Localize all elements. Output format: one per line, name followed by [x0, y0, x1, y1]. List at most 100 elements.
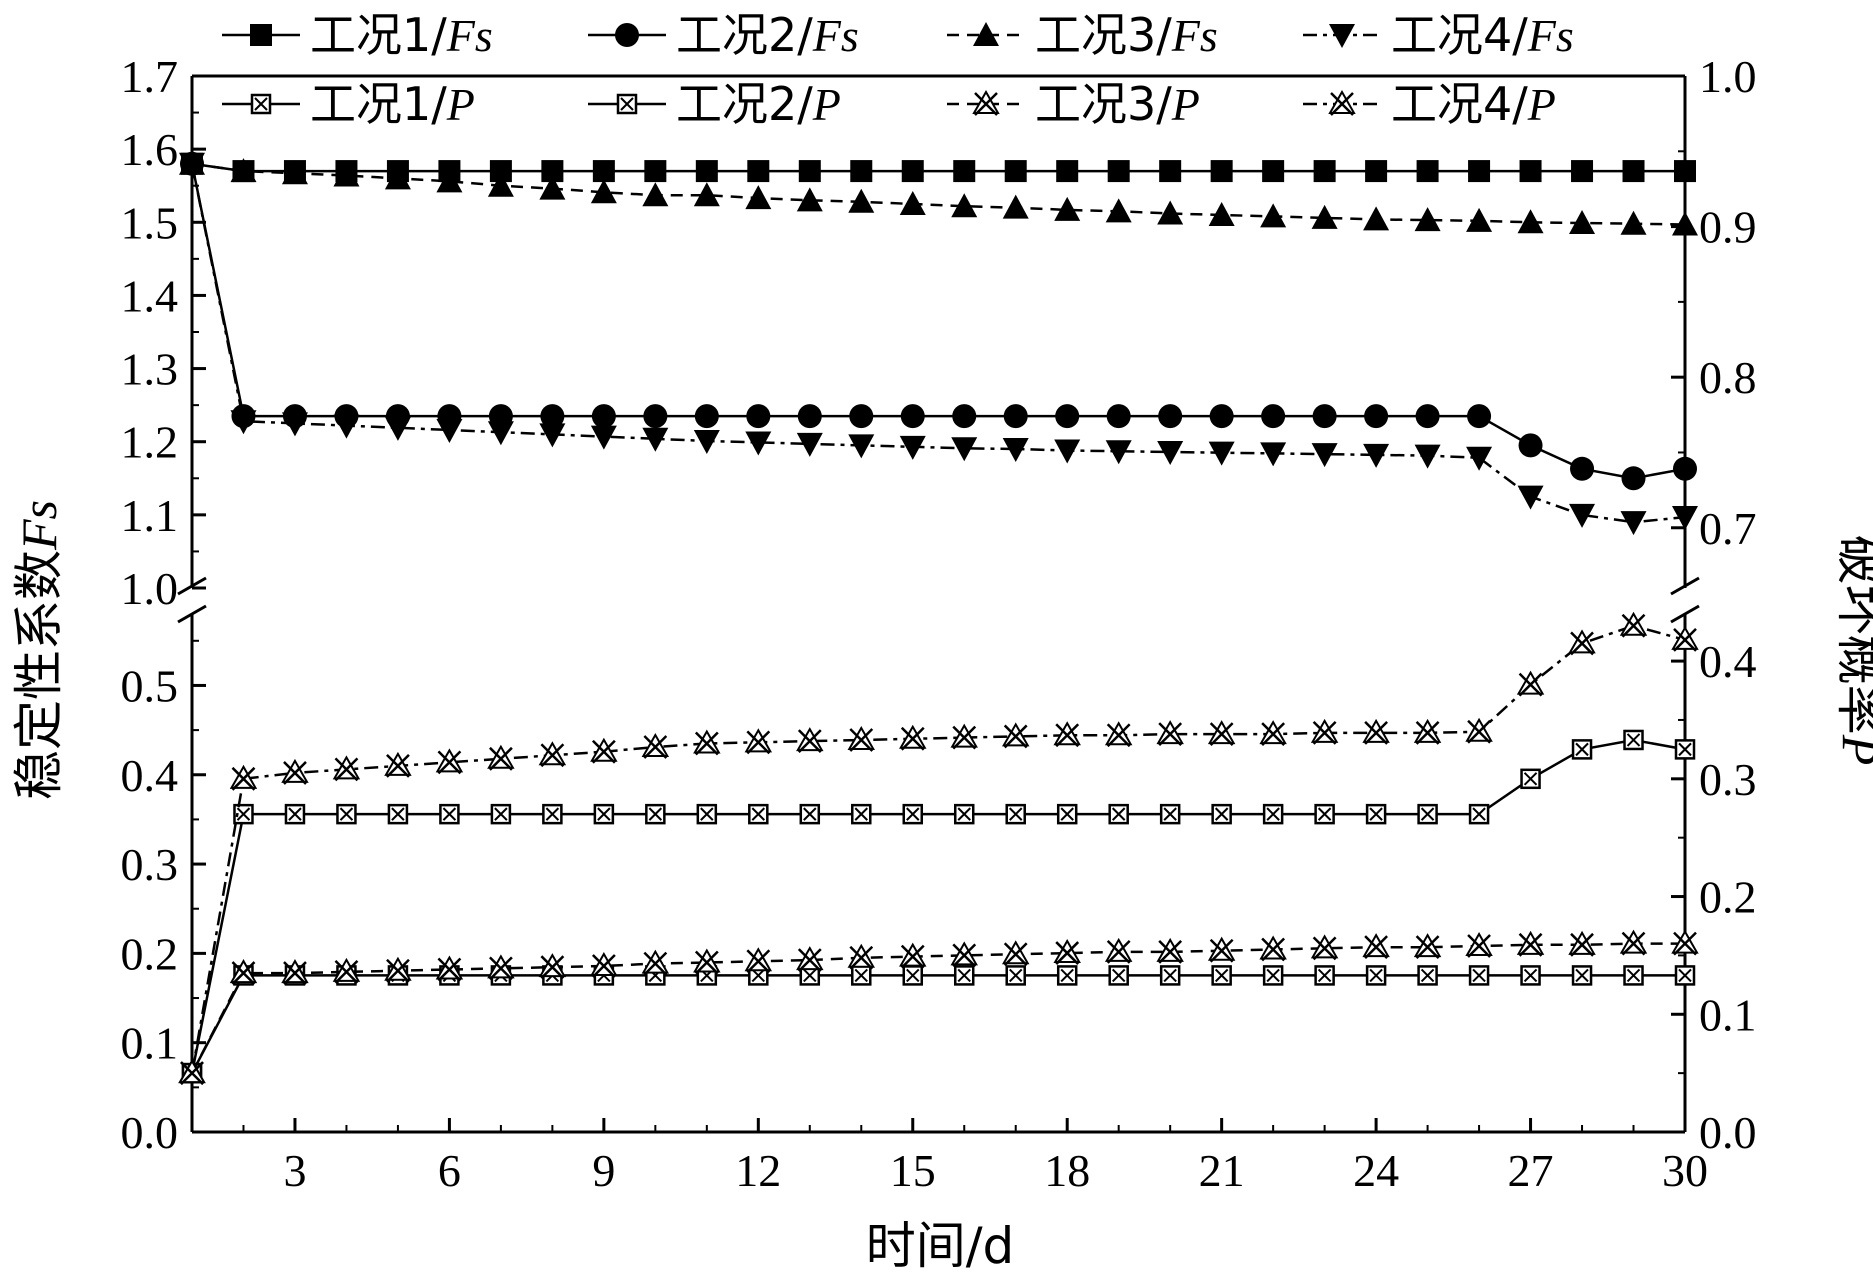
data-point [1056, 965, 1078, 986]
left-tick-label: 1.2 [121, 417, 179, 468]
data-point [1362, 718, 1390, 745]
data-point [1674, 739, 1696, 760]
data-point [1210, 160, 1233, 183]
data-point [1673, 456, 1697, 481]
legend-label-prefix: 工况2/ [676, 8, 813, 62]
data-point [1362, 933, 1390, 960]
data-point [952, 404, 977, 429]
data-point [1569, 210, 1596, 235]
data-point [1262, 160, 1285, 183]
data-point [849, 404, 874, 429]
series-1 [181, 152, 1696, 183]
data-point [384, 416, 411, 441]
data-point [538, 741, 567, 768]
data-point [1520, 965, 1541, 986]
data-point [799, 803, 821, 825]
data-point [643, 404, 668, 429]
data-point [796, 946, 824, 973]
data-point [745, 185, 772, 210]
data-point [1465, 717, 1493, 744]
legend-label-suffix: P [1171, 79, 1200, 130]
data-point [435, 955, 464, 982]
data-point [1466, 207, 1493, 232]
data-point [435, 748, 464, 775]
data-point [590, 737, 618, 764]
data-point [1053, 939, 1081, 965]
data-point [542, 803, 563, 825]
data-point [591, 404, 616, 429]
data-point [1207, 936, 1236, 963]
data-point [1518, 433, 1543, 458]
data-point [796, 187, 823, 212]
data-point [748, 803, 769, 825]
series-line [190, 942, 1685, 1074]
series-4 [179, 152, 1698, 536]
data-point [641, 949, 670, 976]
legend-marker [1328, 89, 1356, 116]
series-7 [178, 929, 1699, 1086]
ylabel-right-italic: P [1832, 734, 1873, 766]
legend-marker [972, 89, 1000, 116]
data-point [1516, 930, 1545, 957]
data-point [899, 435, 926, 460]
left-tick-label: 1.0 [121, 563, 179, 614]
data-point [1468, 965, 1490, 986]
x-tick-label: 27 [1508, 1145, 1554, 1196]
data-point [436, 419, 463, 444]
series-6 [181, 729, 1696, 1084]
legend-label: 工况3/Fs [1035, 8, 1218, 62]
data-point [1002, 194, 1029, 219]
data-point [950, 941, 978, 968]
data-point [1005, 965, 1026, 986]
data-point [1363, 443, 1390, 468]
data-point [1671, 929, 1699, 956]
legend-marker [973, 22, 999, 46]
legend-item-3: 工况3/Fs [947, 8, 1218, 62]
legend-item-2: 工况2/Fs [588, 8, 859, 62]
data-point [1517, 209, 1544, 234]
data-point [1310, 718, 1339, 745]
x-tick-label: 30 [1662, 1145, 1708, 1196]
legend-label-suffix: P [446, 79, 475, 130]
data-point [333, 162, 360, 187]
data-point [746, 404, 771, 429]
data-point [1105, 198, 1132, 223]
data-point [384, 751, 412, 778]
data-point [590, 179, 617, 204]
data-point [693, 729, 721, 756]
legend-label-prefix: 工况3/ [1035, 77, 1172, 131]
gridless-axes: 3 6 9 12 15 18 21 24 27 300.00.10.20.30.40.51.01.… [121, 51, 1757, 1196]
data-point [539, 423, 566, 448]
data-point [693, 182, 720, 207]
data-point [1468, 160, 1491, 183]
legend-item-8: 工况4/P [1303, 77, 1556, 131]
data-point [953, 965, 975, 986]
data-point [1003, 404, 1028, 429]
data-point [284, 803, 306, 825]
data-point [1417, 803, 1438, 825]
data-point [489, 160, 512, 183]
data-point [796, 432, 823, 457]
right-tick-label: 1.0 [1699, 51, 1757, 102]
left-tick-label: 0.2 [121, 928, 179, 979]
data-point [695, 160, 718, 183]
data-point [847, 725, 875, 752]
data-point [333, 414, 360, 439]
data-point [1053, 721, 1081, 748]
legend-marker [250, 24, 272, 46]
data-point [1056, 803, 1078, 825]
data-point [1413, 718, 1442, 745]
data-point [384, 165, 411, 190]
data-point [1571, 965, 1593, 986]
data-point [1621, 466, 1646, 491]
series-5 [181, 965, 1696, 1084]
data-point [1620, 511, 1647, 536]
x-tick-label: 18 [1044, 1145, 1090, 1196]
data-point [1520, 768, 1541, 790]
legend-label-suffix: P [812, 79, 841, 130]
legend-label-prefix: 工况3/ [1035, 8, 1172, 62]
series-8 [178, 611, 1699, 1086]
data-point [694, 404, 719, 429]
data-point [1672, 506, 1698, 531]
data-point [1002, 438, 1029, 463]
